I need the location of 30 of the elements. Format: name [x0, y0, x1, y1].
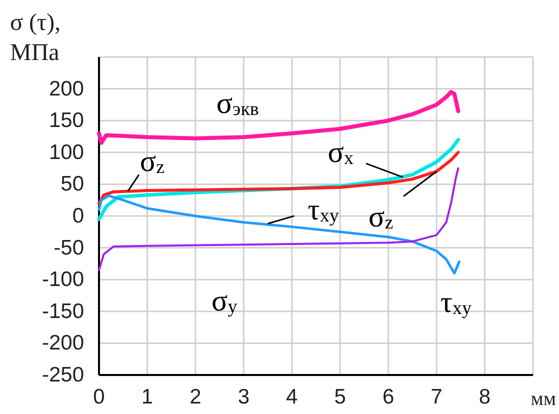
y-axis-title: σ (τ), МПа	[10, 10, 61, 66]
x-tick-label: 0	[93, 386, 105, 408]
annotation: τ$_{xy}$	[308, 193, 340, 227]
x-tick-label: 3	[238, 386, 250, 408]
y-tick-label: -250	[42, 364, 84, 386]
annotation: σ$_{x}$	[328, 136, 354, 170]
annotation: σ$_{z}$	[140, 144, 165, 178]
annotation: σ$_{z}$	[368, 200, 394, 234]
x-tick-label: 8	[478, 386, 491, 408]
x-tick-label: 5	[334, 386, 346, 408]
y-tick-label: -50	[54, 236, 84, 260]
line-series	[97, 90, 460, 145]
y-tick-label: -100	[42, 268, 84, 292]
x-tick-label: 6	[382, 386, 394, 408]
annotation: τ$_{xy}$	[440, 286, 472, 320]
y-tick-label: -150	[42, 300, 84, 323]
x-tick-label: 1	[141, 386, 154, 408]
y-tick-label: 100	[48, 140, 84, 164]
x-tick-label: 4	[286, 386, 298, 408]
x-axis-title: мм	[530, 388, 556, 410]
y-tick-label: 50	[60, 172, 84, 196]
y-tick-label: 0	[72, 204, 84, 228]
x-tick-label: 7	[430, 386, 442, 408]
x-tick-label: 2	[190, 386, 202, 408]
y-tick-label: 150	[48, 109, 84, 132]
annotation: σ$_{y}$	[212, 284, 238, 318]
line-series	[98, 194, 460, 274]
y-tick-label: -200	[42, 332, 84, 355]
y-tick-label: 200	[48, 77, 84, 100]
annotation: σ$_{экв}$	[216, 86, 259, 120]
